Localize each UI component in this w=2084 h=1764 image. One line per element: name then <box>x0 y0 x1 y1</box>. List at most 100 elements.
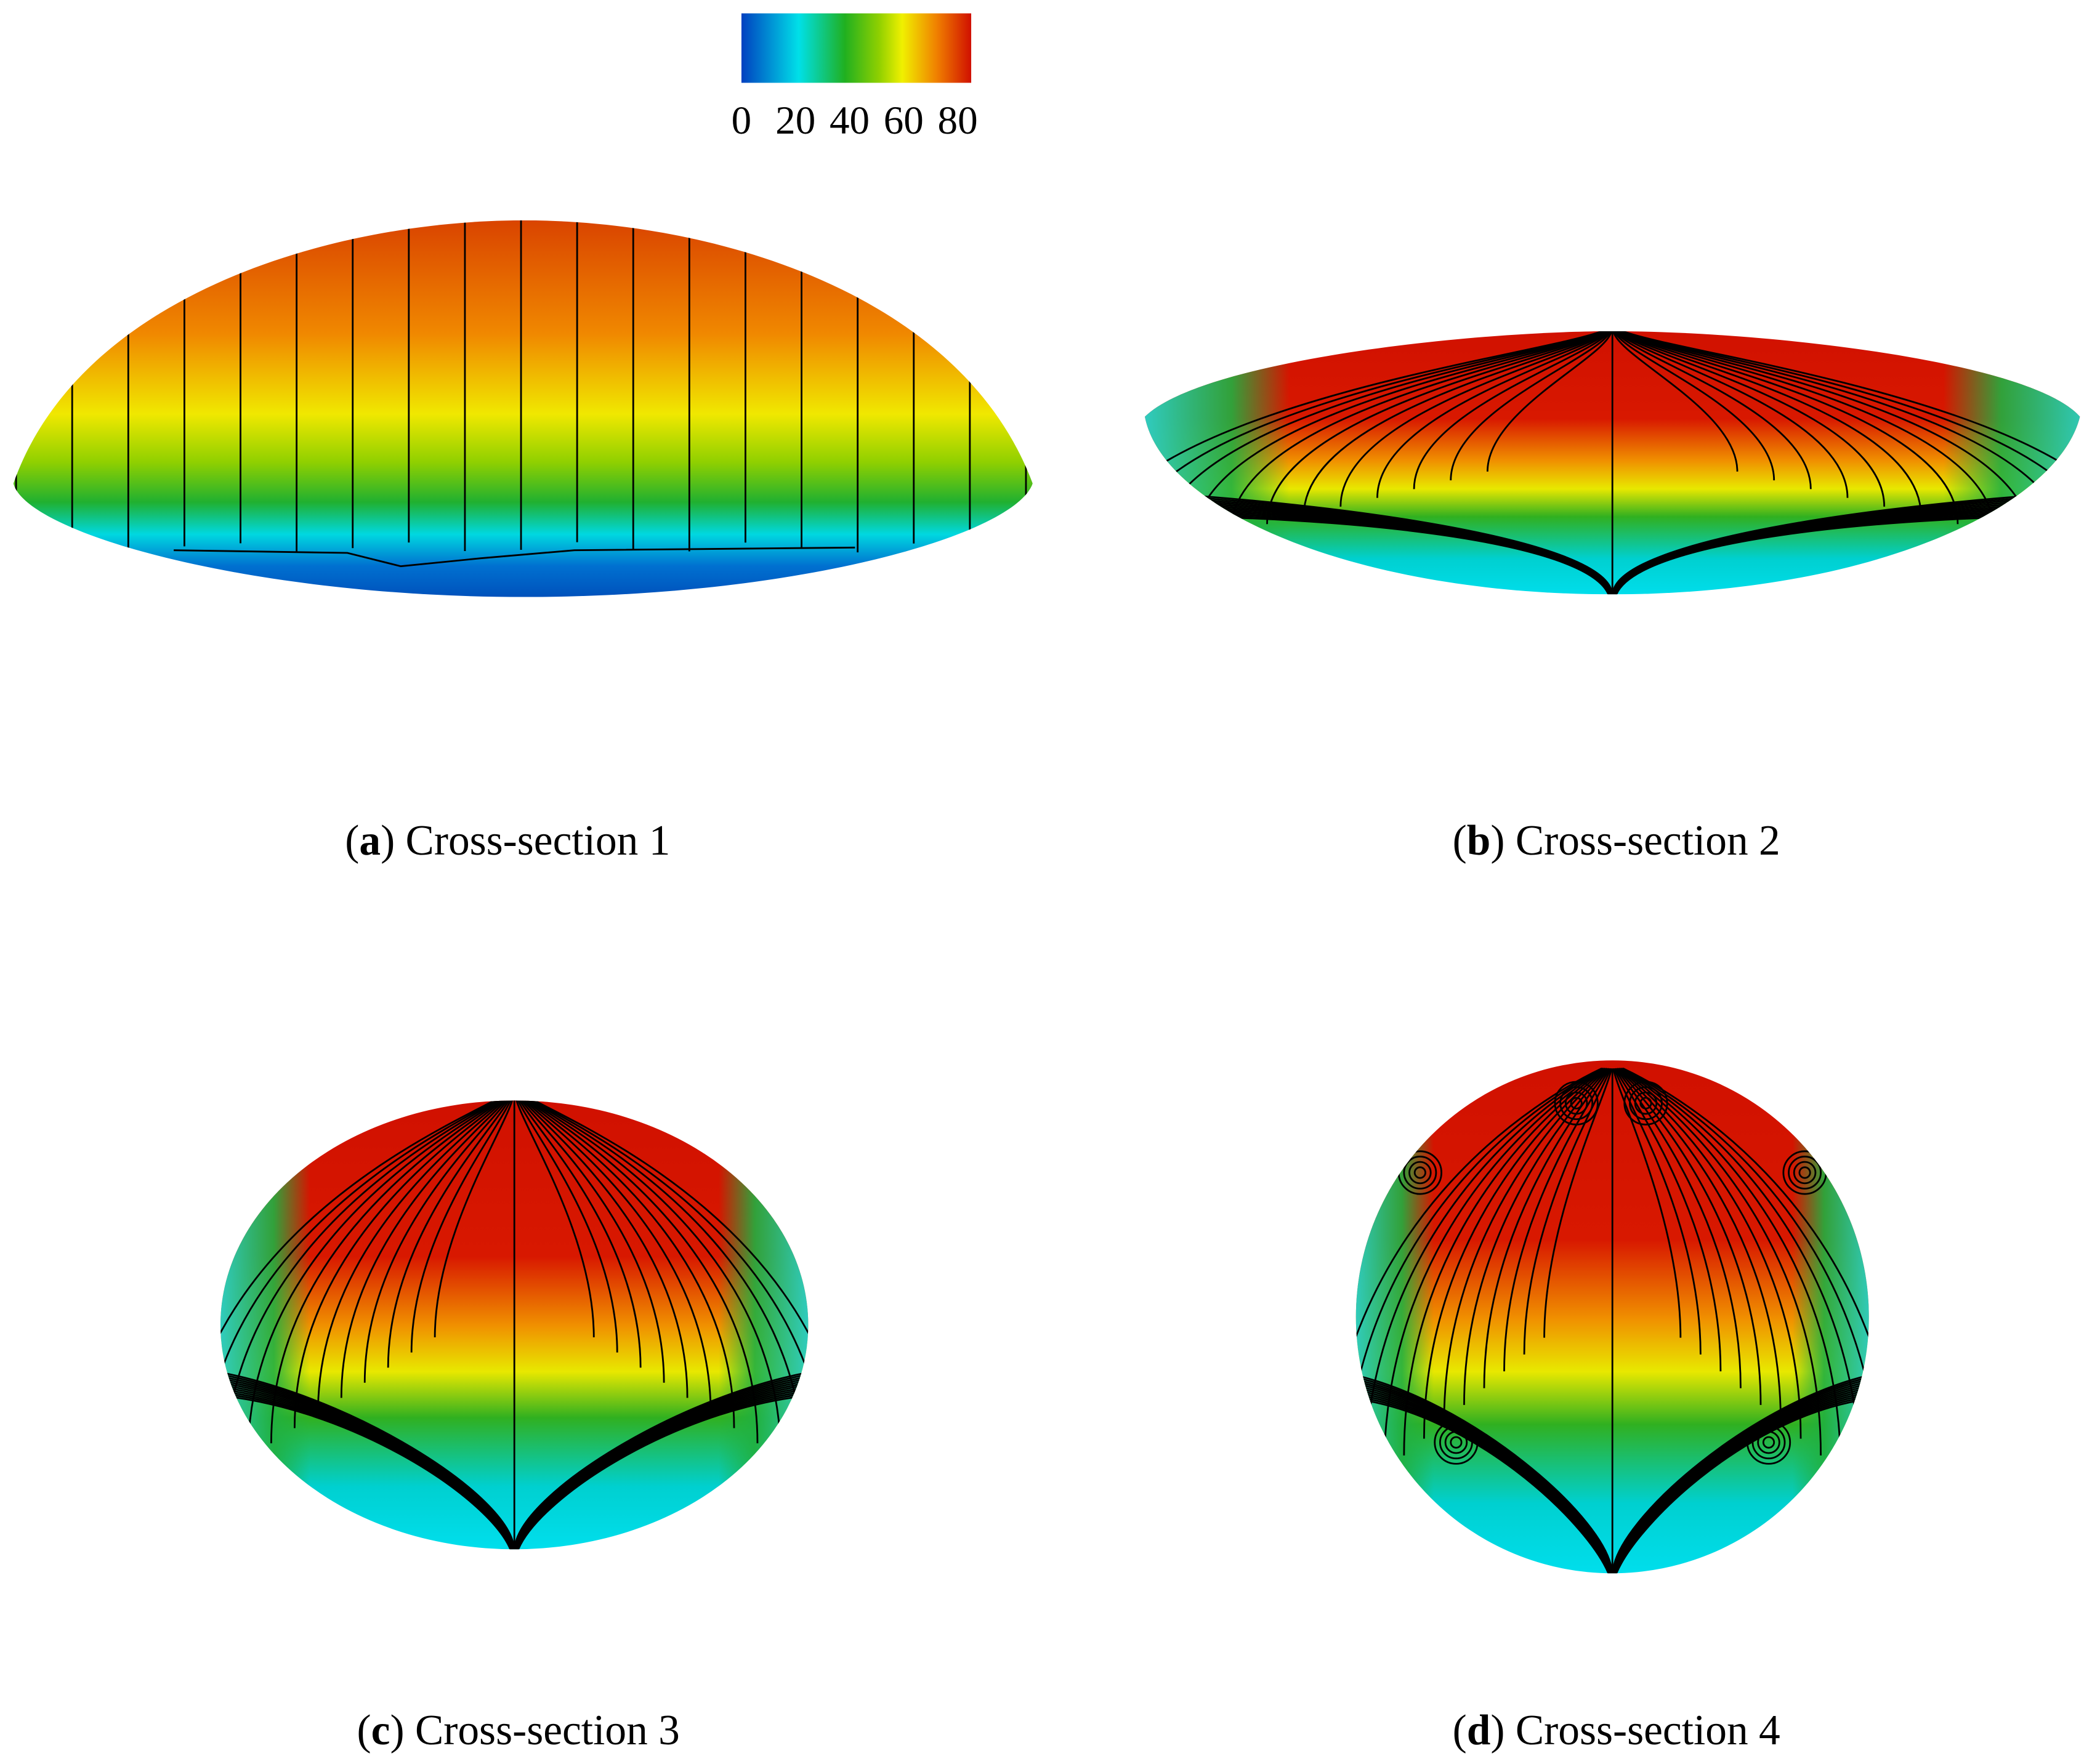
streamline <box>1302 331 1608 516</box>
streamline <box>387 1100 513 1368</box>
vortex <box>1634 1091 1658 1115</box>
vortex <box>1798 1166 1811 1179</box>
vortex <box>1639 1097 1652 1110</box>
streamline <box>1622 331 2080 560</box>
vortex <box>1564 1091 1588 1115</box>
panel-a-plot <box>13 220 1033 597</box>
streamline <box>520 1100 759 1444</box>
streamline <box>293 1100 509 1428</box>
caption-text: ) Cross-section 2 <box>1490 817 1780 864</box>
streamline <box>1614 331 1812 489</box>
streamline <box>519 1100 712 1413</box>
streamline <box>1615 1068 1742 1388</box>
caption-a: (a) Cross-section 1 <box>345 817 670 864</box>
vortex <box>1439 1425 1473 1460</box>
colorbar <box>741 13 972 83</box>
panel-d-plot <box>1355 1060 1869 1574</box>
streamline <box>220 1393 511 1550</box>
vortex <box>1413 1166 1426 1179</box>
caption-label: d <box>1467 1707 1491 1754</box>
streamline <box>340 1100 511 1398</box>
vortex <box>1408 1161 1432 1185</box>
streamline <box>1192 331 1605 542</box>
streamline <box>522 1100 806 1474</box>
streamline <box>1615 331 1849 498</box>
streamline <box>1614 1068 1722 1372</box>
streamline <box>1622 1068 1869 1523</box>
caption-prefix: ( <box>1453 817 1467 864</box>
streamline <box>517 1393 809 1550</box>
streamline <box>317 1100 510 1413</box>
vortex <box>1762 1436 1775 1449</box>
streamline <box>1355 1397 1610 1574</box>
streamline <box>1618 331 1959 525</box>
streamline <box>1616 331 1886 507</box>
vortex <box>1746 1420 1791 1465</box>
colorbar-tick-label: 60 <box>884 99 924 143</box>
streamline <box>1619 331 1996 533</box>
streamline <box>1423 1068 1607 1439</box>
streamline <box>1612 331 1739 472</box>
vortex <box>1434 1420 1479 1465</box>
vortex <box>1570 1097 1583 1110</box>
streamline <box>1615 1397 1869 1574</box>
caption-label: a <box>359 817 381 864</box>
streamline <box>270 1100 508 1444</box>
streamline <box>1339 331 1609 507</box>
streamline <box>1543 1068 1613 1338</box>
caption-label: b <box>1467 817 1491 864</box>
vortex <box>1403 1156 1437 1190</box>
streamline <box>434 1100 515 1338</box>
colorbar-tick-label: 0 <box>732 99 752 143</box>
vortex <box>1757 1430 1780 1454</box>
caption-prefix: ( <box>345 817 359 864</box>
streamline <box>1483 1068 1610 1388</box>
vortex <box>1793 1161 1817 1185</box>
colorbar-tick-label: 80 <box>938 99 978 143</box>
panel-c-plot <box>220 1100 809 1550</box>
caption-text: ) Cross-section 3 <box>390 1707 679 1754</box>
streamline <box>220 1100 504 1504</box>
streamline <box>1523 1068 1612 1355</box>
caption-c: (c) Cross-section 3 <box>357 1707 680 1754</box>
streamline <box>220 1100 506 1489</box>
streamline <box>1618 1068 1822 1456</box>
streamline <box>1503 1068 1611 1372</box>
caption-d: (d) Cross-section 4 <box>1453 1707 1780 1754</box>
streamline <box>518 1100 689 1398</box>
streamline <box>1613 331 1775 481</box>
streamline <box>1383 1068 1605 1473</box>
streamline <box>174 546 855 568</box>
streamline <box>247 1100 507 1459</box>
colorbar-ticks: 0 20 40 60 80 <box>732 99 978 143</box>
streamline <box>520 1100 735 1428</box>
streamline <box>1620 1068 1862 1489</box>
caption-prefix: ( <box>1453 1707 1467 1754</box>
streamline <box>1376 331 1610 498</box>
streamline <box>1612 1068 1682 1338</box>
vortex <box>1751 1425 1786 1460</box>
colorbar-tick-label: 40 <box>830 99 870 143</box>
colorbar-tick-label: 20 <box>775 99 815 143</box>
caption-b: (b) Cross-section 2 <box>1453 817 1780 864</box>
vortex <box>1788 1156 1822 1190</box>
vortex <box>1554 1081 1599 1126</box>
streamline <box>1450 331 1612 481</box>
streamline <box>1463 1068 1609 1405</box>
vortex <box>1559 1086 1594 1121</box>
streamline <box>1613 1068 1702 1355</box>
streamline <box>1403 1068 1606 1456</box>
streamline <box>410 1100 514 1353</box>
streamline <box>522 1100 782 1459</box>
streamline <box>516 1100 642 1368</box>
vortex <box>1623 1081 1668 1126</box>
caption-prefix: ( <box>357 1707 371 1754</box>
streamline <box>515 1100 618 1353</box>
streamline <box>1620 331 2032 542</box>
caption-label: c <box>371 1707 390 1754</box>
streamline <box>517 1100 665 1383</box>
streamline <box>1617 331 1922 516</box>
streamline <box>1486 331 1613 472</box>
streamline <box>524 1100 809 1504</box>
